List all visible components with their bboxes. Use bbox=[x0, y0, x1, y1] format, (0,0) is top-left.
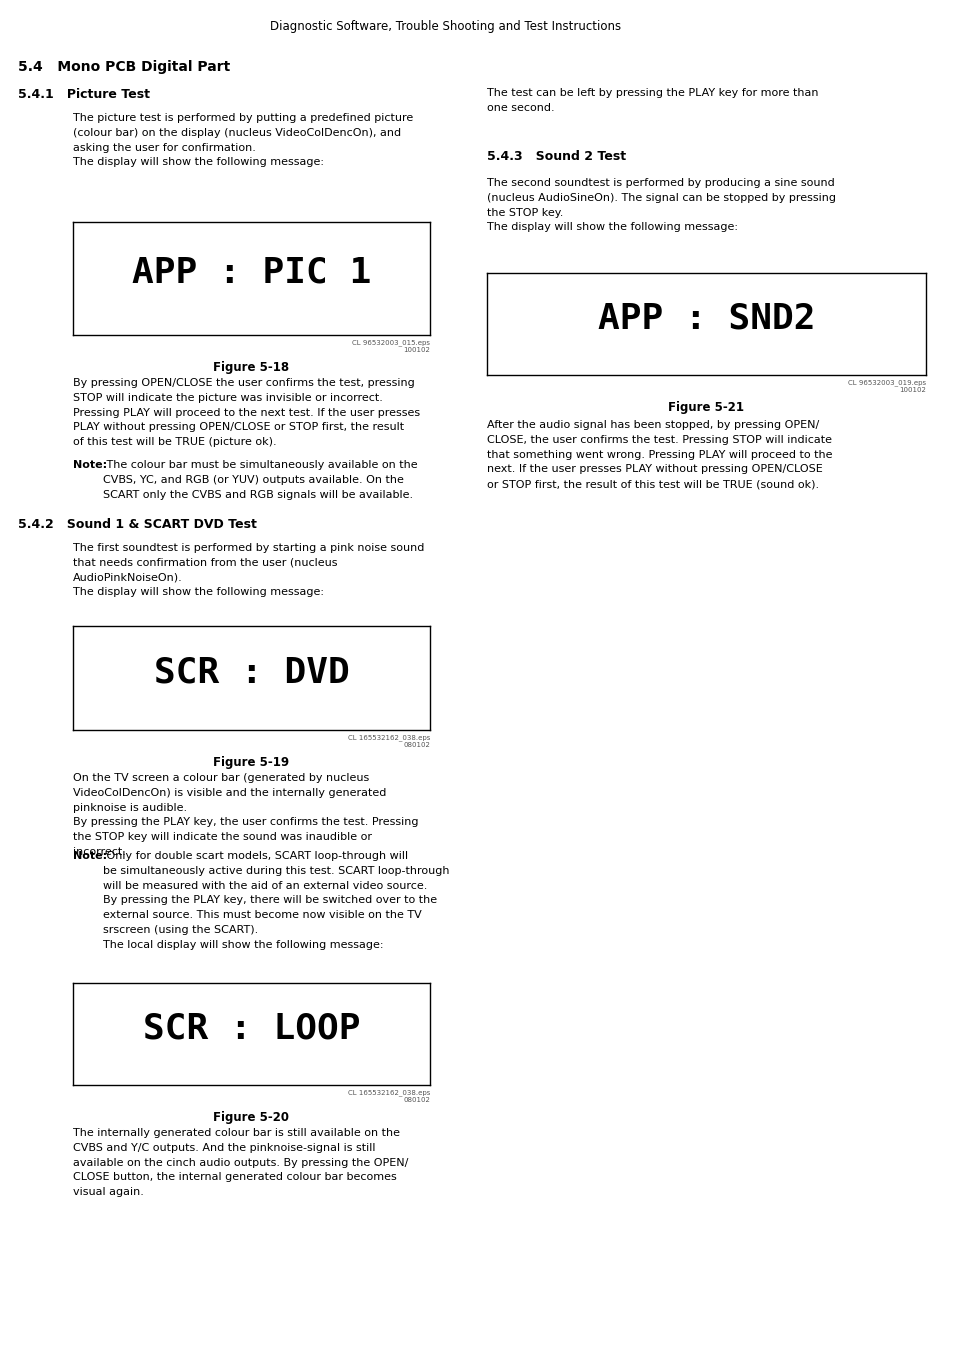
Text: 5.: 5. bbox=[99, 27, 112, 39]
Text: APP : SND2: APP : SND2 bbox=[598, 301, 815, 336]
Text: The internally generated colour bar is still available on the
CVBS and Y/C outpu: The internally generated colour bar is s… bbox=[73, 1128, 408, 1197]
Text: CL 165532162_038.eps
080102: CL 165532162_038.eps 080102 bbox=[347, 1089, 430, 1104]
Text: Figure 5-21: Figure 5-21 bbox=[668, 401, 743, 413]
Text: CL 96532003_015.eps
100102: CL 96532003_015.eps 100102 bbox=[352, 339, 430, 353]
Text: Note:: Note: bbox=[73, 851, 107, 861]
Text: Only for double scart models, SCART loop-through will
be simultaneously active d: Only for double scart models, SCART loop… bbox=[103, 851, 449, 950]
Text: 5.4.2   Sound 1 & SCART DVD Test: 5.4.2 Sound 1 & SCART DVD Test bbox=[18, 517, 256, 531]
Text: 5.4.1   Picture Test: 5.4.1 Picture Test bbox=[18, 88, 150, 101]
Text: Diagnostic Software, Trouble Shooting and Test Instructions: Diagnostic Software, Trouble Shooting an… bbox=[270, 20, 620, 32]
Text: The second soundtest is performed by producing a sine sound
(nucleus AudioSineOn: The second soundtest is performed by pro… bbox=[486, 178, 835, 232]
Text: The test can be left by pressing the PLAY key for more than
one second.: The test can be left by pressing the PLA… bbox=[486, 88, 818, 112]
Text: SCR : LOOP: SCR : LOOP bbox=[143, 1012, 360, 1046]
Text: SCR : DVD: SCR : DVD bbox=[153, 655, 349, 690]
Text: EN 26: EN 26 bbox=[33, 27, 72, 39]
Text: Figure 5-19: Figure 5-19 bbox=[213, 757, 290, 769]
Text: CL 96532003_019.eps
100102: CL 96532003_019.eps 100102 bbox=[847, 380, 925, 393]
Text: The first soundtest is performed by starting a pink noise sound
that needs confi: The first soundtest is performed by star… bbox=[73, 543, 424, 597]
Text: By pressing OPEN/CLOSE the user confirms the test, pressing
STOP will indicate t: By pressing OPEN/CLOSE the user confirms… bbox=[73, 378, 419, 447]
Text: Figure 5-20: Figure 5-20 bbox=[213, 1111, 289, 1124]
Text: After the audio signal has been stopped, by pressing OPEN/
CLOSE, the user confi: After the audio signal has been stopped,… bbox=[486, 420, 832, 489]
Text: 5.4   Mono PCB Digital Part: 5.4 Mono PCB Digital Part bbox=[18, 59, 230, 74]
Text: APP : PIC 1: APP : PIC 1 bbox=[132, 255, 371, 290]
Text: CL 165532162_038.eps
080102: CL 165532162_038.eps 080102 bbox=[347, 734, 430, 748]
Text: Figure 5-18: Figure 5-18 bbox=[213, 361, 290, 374]
Text: The colour bar must be simultaneously available on the
CVBS, YC, and RGB (or YUV: The colour bar must be simultaneously av… bbox=[103, 459, 417, 500]
Text: 5.4.3   Sound 2 Test: 5.4.3 Sound 2 Test bbox=[486, 150, 625, 163]
Text: Note:: Note: bbox=[73, 459, 107, 470]
Text: DVD763SA: DVD763SA bbox=[153, 27, 224, 39]
Text: The picture test is performed by putting a predefined picture
(colour bar) on th: The picture test is performed by putting… bbox=[73, 113, 413, 168]
Text: On the TV screen a colour bar (generated by nucleus
VideoColDencOn) is visible a: On the TV screen a colour bar (generated… bbox=[73, 773, 418, 857]
